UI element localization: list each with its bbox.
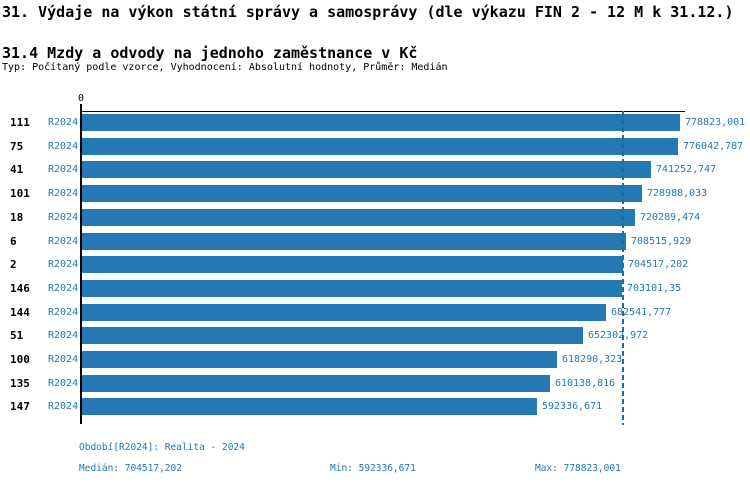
stat-min: Min: 592336,671	[330, 463, 416, 474]
median-reference-line	[622, 111, 624, 425]
series-period-label: R2024	[48, 330, 79, 341]
series-period-label: R2024	[48, 354, 79, 365]
value-label: 728988,033	[647, 188, 708, 199]
category-label: 144	[10, 306, 30, 319]
value-label: 592336,671	[542, 401, 603, 412]
category-label: 146	[10, 282, 30, 295]
series-period-label: R2024	[48, 117, 79, 128]
x-axis-zero-tick-label: 0	[77, 93, 85, 104]
category-label: 51	[10, 329, 24, 342]
value-label: 703101,35	[627, 283, 682, 294]
value-bar	[82, 256, 623, 273]
value-label: 704517,202	[628, 259, 689, 270]
value-label: 778823,001	[685, 117, 746, 128]
value-bar	[82, 185, 642, 202]
chart-meta-info: Typ: Počítaný podle vzorce, Vyhodnocení:…	[2, 62, 448, 73]
category-label: 18	[10, 211, 24, 224]
value-label: 708515,929	[631, 236, 692, 247]
category-label: 135	[10, 377, 30, 390]
value-bar	[82, 304, 606, 321]
category-label: 147	[10, 400, 30, 413]
series-period-label: R2024	[48, 259, 79, 270]
category-label: 2	[10, 258, 17, 271]
category-label: 111	[10, 116, 30, 129]
category-label: 41	[10, 163, 24, 176]
category-label: 101	[10, 187, 30, 200]
series-period-label: R2024	[48, 164, 79, 175]
series-period-label: R2024	[48, 283, 79, 294]
category-label: 6	[10, 235, 17, 248]
value-label: 741252,747	[656, 164, 717, 175]
value-bar	[82, 161, 651, 178]
value-label: 776042,787	[683, 141, 744, 152]
series-period-label: R2024	[48, 141, 79, 152]
stat-median: Medián: 704517,202	[79, 463, 182, 474]
value-bar	[82, 375, 550, 392]
value-label: 618290,323	[562, 354, 623, 365]
y-axis-line	[80, 111, 82, 424]
series-period-label: R2024	[48, 401, 79, 412]
value-bar	[82, 114, 680, 131]
value-bar	[82, 398, 537, 415]
value-bar	[82, 327, 583, 344]
stat-max: Max: 778823,001	[535, 463, 621, 474]
x-axis-zero-tick-mark	[80, 104, 82, 112]
value-bar	[82, 138, 678, 155]
category-label: 75	[10, 140, 24, 153]
value-bar	[82, 280, 622, 297]
value-label: 652302,972	[588, 330, 649, 341]
series-period-label: R2024	[48, 212, 79, 223]
legend-period: Období[R2024]: Realita - 2024	[79, 442, 245, 453]
value-bar	[82, 209, 635, 226]
value-label: 720289,474	[640, 212, 701, 223]
value-bar	[82, 233, 626, 250]
value-bar	[82, 351, 557, 368]
series-period-label: R2024	[48, 188, 79, 199]
value-label: 610138,816	[555, 378, 616, 389]
value-label: 682541,777	[611, 307, 672, 318]
series-period-label: R2024	[48, 307, 79, 318]
x-axis-line	[80, 111, 685, 112]
series-period-label: R2024	[48, 236, 79, 247]
chart-subtitle: 31.4 Mzdy a odvody na jednoho zaměstnanc…	[2, 44, 418, 62]
category-label: 100	[10, 353, 30, 366]
page-title: 31. Výdaje na výkon státní správy a samo…	[2, 3, 734, 21]
series-period-label: R2024	[48, 378, 79, 389]
